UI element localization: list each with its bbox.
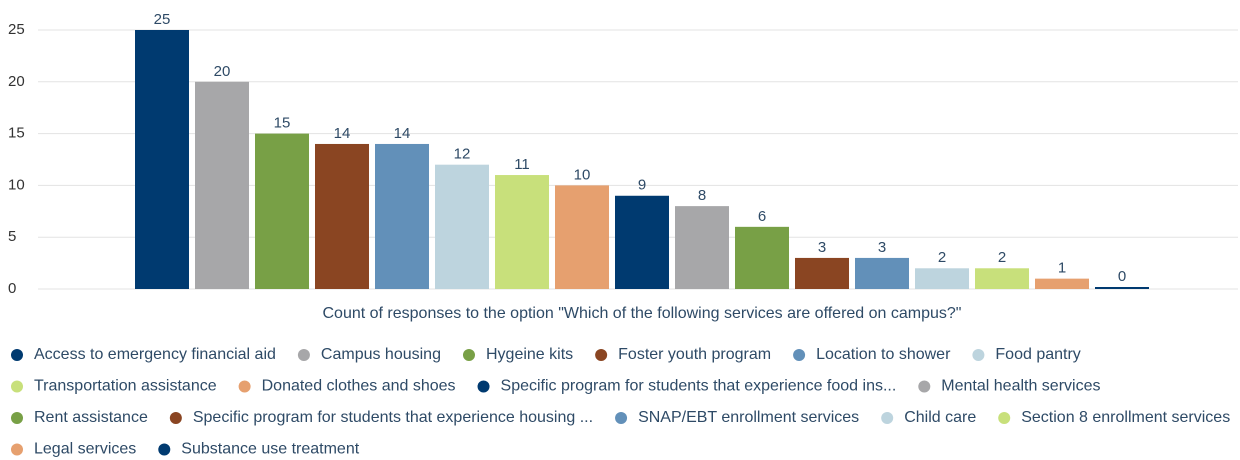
y-tick-label: 0	[8, 280, 16, 297]
bar	[315, 143, 369, 289]
legend-label: Substance use treatment	[181, 441, 359, 458]
data-label: 2	[998, 249, 1006, 266]
bar	[615, 195, 669, 289]
legend-marker	[158, 443, 171, 456]
bar	[1095, 287, 1149, 289]
bar	[555, 185, 609, 289]
legend-label: Specific program for students that exper…	[193, 409, 593, 426]
bar	[675, 206, 729, 289]
legend-label: Access to emergency financial aid	[34, 346, 276, 363]
legend-label: Rent assistance	[34, 409, 148, 426]
data-label: 6	[758, 208, 766, 225]
legend-marker	[998, 412, 1011, 424]
bar	[495, 175, 549, 289]
legend-marker	[881, 412, 894, 424]
bar	[915, 268, 969, 289]
data-label: 8	[698, 187, 706, 204]
y-tick-label: 10	[8, 176, 25, 193]
bar	[975, 268, 1029, 289]
legend-marker	[11, 380, 23, 393]
bar	[255, 133, 309, 289]
y-tick-label: 15	[8, 125, 25, 142]
bar	[795, 257, 849, 289]
legend-label: Campus housing	[321, 346, 441, 363]
legend-marker	[297, 349, 310, 361]
legend-label: Food pantry	[995, 346, 1080, 363]
data-label: 11	[514, 156, 530, 173]
bar	[735, 226, 789, 289]
bar	[855, 257, 909, 289]
legend-marker	[238, 380, 251, 393]
data-label: 2	[938, 249, 946, 266]
legend-marker	[918, 380, 931, 393]
legend-label: Donated clothes and shoes	[262, 378, 456, 395]
data-label: 12	[454, 146, 471, 163]
x-axis-label: Count of responses to the option "Which …	[323, 305, 962, 322]
bar	[195, 81, 249, 289]
legend-label: Transportation assistance	[34, 378, 217, 395]
legend-marker	[11, 349, 23, 361]
legend-label: Location to shower	[816, 346, 951, 363]
legend-label: SNAP/EBT enrollment services	[638, 409, 859, 426]
data-label: 10	[574, 166, 591, 183]
data-label: 1	[1058, 260, 1066, 277]
legend-label: Mental health services	[941, 378, 1100, 395]
bar	[1035, 278, 1089, 289]
legend-marker	[169, 412, 182, 424]
legend-label: Legal services	[34, 441, 136, 458]
data-label: 0	[1118, 268, 1126, 285]
data-label: 14	[394, 125, 411, 142]
data-label: 9	[638, 177, 646, 194]
legend-marker	[972, 349, 985, 361]
data-label: 25	[154, 11, 171, 28]
legend-marker	[462, 349, 475, 361]
legend-marker	[793, 349, 806, 361]
bar	[375, 143, 429, 289]
legend-marker	[477, 380, 490, 393]
legend-label: Specific program for students that exper…	[501, 378, 897, 395]
legend-marker	[11, 412, 23, 424]
y-tick-label: 25	[8, 21, 25, 38]
data-label: 15	[274, 115, 291, 132]
bar	[135, 30, 189, 289]
bar	[435, 164, 489, 289]
data-label: 3	[878, 239, 886, 256]
legend-label: Foster youth program	[618, 346, 771, 363]
legend-marker	[11, 443, 23, 456]
legend-marker	[615, 412, 628, 424]
data-label: 3	[818, 239, 826, 256]
data-label: 20	[214, 63, 231, 80]
y-tick-label: 20	[8, 73, 25, 90]
data-label: 14	[334, 125, 351, 142]
legend-label: Child care	[904, 409, 976, 426]
legend-marker	[595, 349, 608, 361]
legend-label: Hygeine kits	[486, 346, 573, 363]
legend-label: Section 8 enrollment services	[1021, 409, 1230, 426]
y-tick-label: 5	[8, 228, 16, 245]
